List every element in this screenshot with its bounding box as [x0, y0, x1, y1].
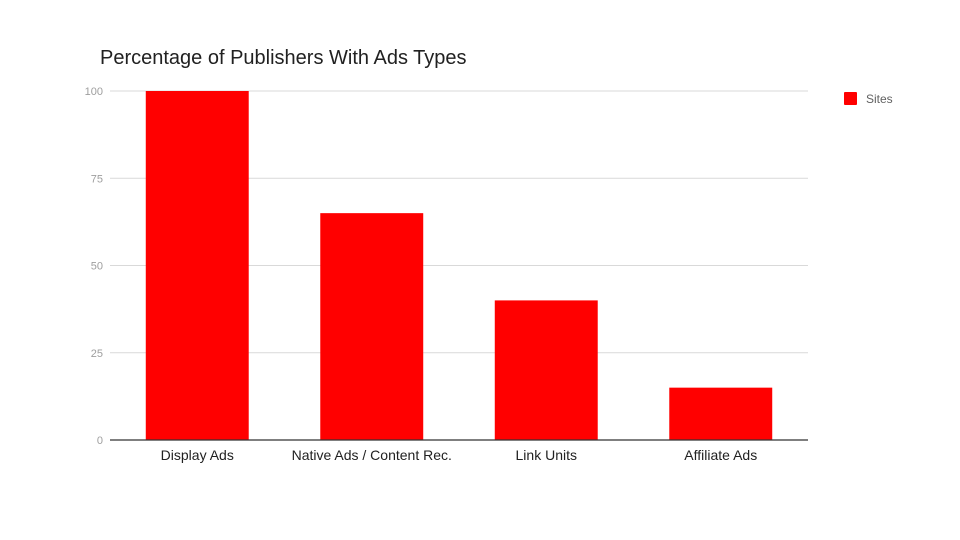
x-category-label: Affiliate Ads: [684, 447, 757, 463]
y-tick-label-0: 0: [97, 435, 103, 447]
legend-swatch-sites: [844, 92, 857, 105]
legend: Sites: [844, 92, 893, 106]
y-tick-label-100: 100: [85, 86, 103, 98]
bar-display-ads: [145, 91, 249, 440]
bar-affiliate-ads: [669, 387, 773, 440]
y-axis-ticks: 0 25 50 75 100: [85, 86, 103, 447]
chart-title: Percentage of Publishers With Ads Types: [100, 47, 467, 69]
y-tick-label-75: 75: [91, 173, 103, 185]
y-tick-label-25: 25: [91, 348, 103, 360]
x-category-label: Display Ads: [161, 447, 234, 463]
x-axis-categories: Display Ads Native Ads / Content Rec. Link…: [161, 447, 758, 463]
bars: [145, 91, 773, 440]
y-tick-label-50: 50: [91, 261, 103, 273]
bar-link-units: [494, 300, 598, 440]
x-category-label: Link Units: [516, 447, 577, 463]
legend-label-sites: Sites: [866, 92, 893, 106]
bar-native-ads-content-rec: [320, 213, 424, 440]
x-category-label: Native Ads / Content Rec.: [292, 447, 452, 463]
